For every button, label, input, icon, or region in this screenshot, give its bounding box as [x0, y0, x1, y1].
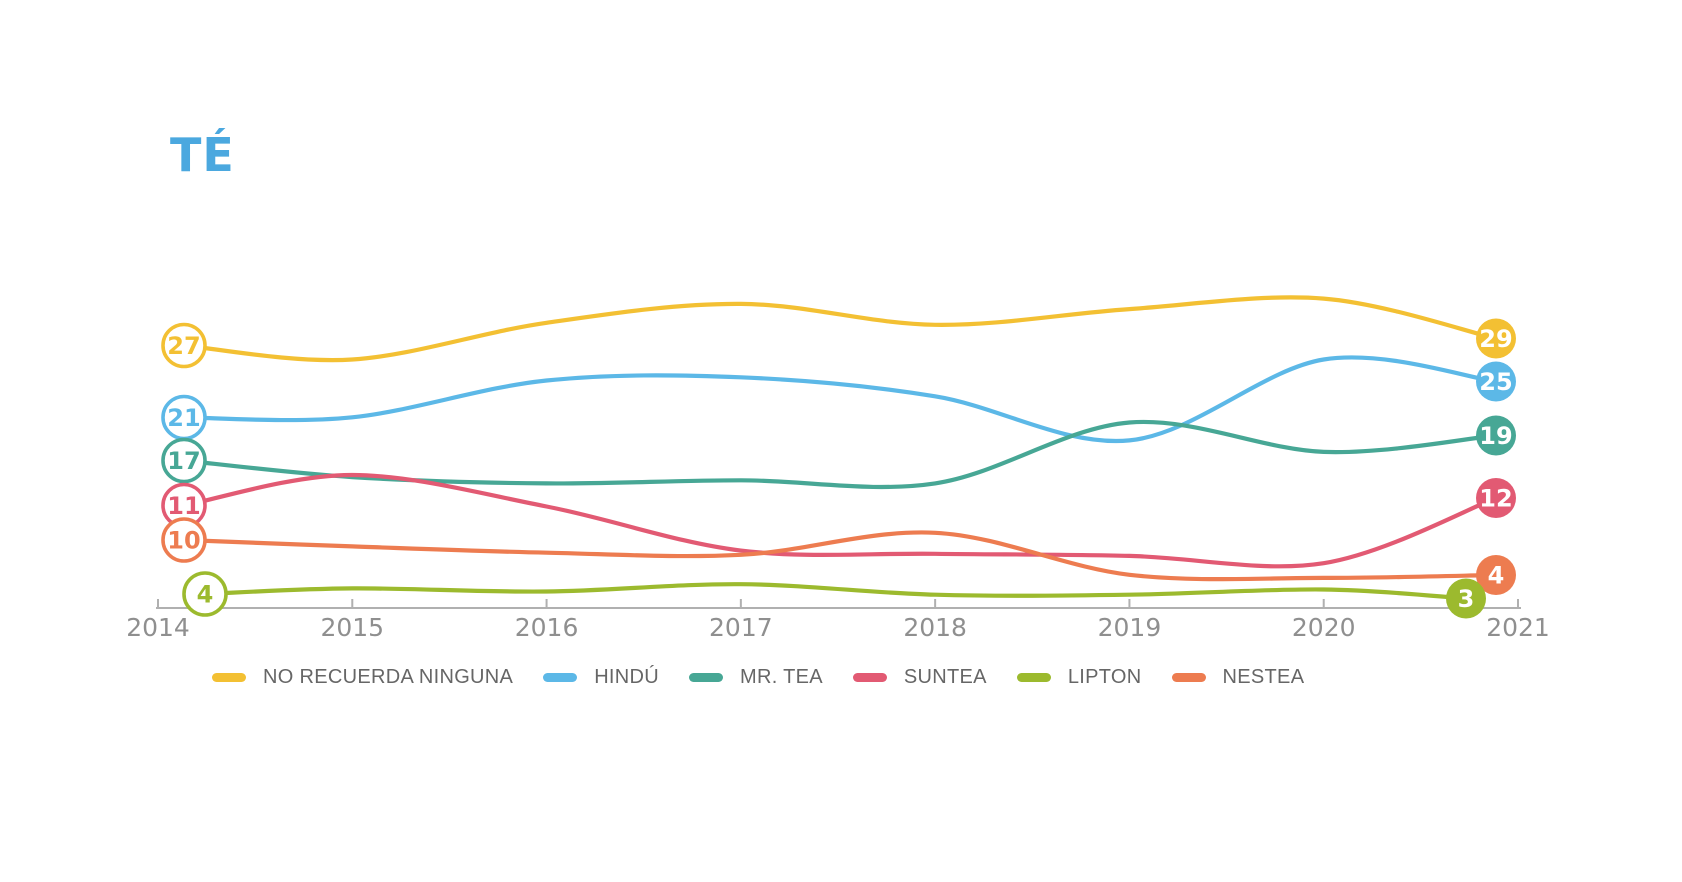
end-value-hindu: 25 — [1479, 368, 1512, 396]
line-suntea — [181, 472, 1499, 569]
legend-label-mr-tea: MR. TEA — [740, 666, 823, 688]
legend-swatch-lipton — [1016, 673, 1051, 682]
legend-item-nestea: NESTEA — [1171, 666, 1305, 689]
start-value-mr-tea: 17 — [167, 447, 200, 475]
start-value-badge-no-recuerda-ninguna — [161, 322, 207, 369]
line-nestea — [181, 530, 1499, 582]
end-value-badge-no-recuerda-ninguna — [1476, 318, 1516, 359]
end-value-badge-mr-tea — [1476, 415, 1516, 456]
legend-item-lipton: LIPTON — [1016, 666, 1142, 689]
x-axis-label-2020: 2020 — [1292, 613, 1356, 642]
legend-label-suntea: SUNTEA — [903, 666, 987, 688]
legend-item-suntea: SUNTEA — [852, 666, 987, 689]
legend-item-hindu: HINDÚ — [543, 666, 659, 689]
end-value-badge-nestea — [1476, 555, 1516, 595]
line-mr-tea — [181, 419, 1499, 490]
legend-swatch-mr-tea — [689, 673, 724, 682]
end-value-mr-tea: 19 — [1479, 422, 1512, 450]
legend-item-no-recuerda-ninguna: NO RECUERDA NINGUNA — [212, 666, 513, 689]
legend-swatch-hindu — [543, 673, 578, 682]
chart-title: TÉ — [170, 128, 235, 182]
legend-label-lipton: LIPTON — [1067, 666, 1142, 688]
start-value-badge-mr-tea — [161, 437, 207, 484]
legend-swatch-no-recuerda-ninguna — [212, 673, 246, 682]
x-axis-label-2021: 2021 — [1486, 613, 1550, 642]
x-axis-label-2015: 2015 — [320, 613, 384, 642]
legend-label-nestea: NESTEA — [1222, 666, 1305, 688]
start-value-hindu: 21 — [167, 404, 200, 432]
x-axis-label-2014: 2014 — [126, 613, 190, 642]
x-axis-label-2019: 2019 — [1098, 613, 1162, 642]
legend-label-hindu: HINDÚ — [594, 666, 660, 688]
legend-swatch-nestea — [1171, 673, 1206, 682]
legend-label-no-recuerda-ninguna: NO RECUERDA NINGUNA — [263, 666, 514, 688]
legend-swatch-suntea — [852, 673, 887, 682]
line-lipton — [202, 582, 1469, 601]
x-axis-label-2016: 2016 — [515, 613, 579, 642]
chart-legend: NO RECUERDA NINGUNA HINDÚ MR. TEA SUNTEA LIP… — [212, 666, 1304, 689]
start-value-no-recuerda-ninguna: 27 — [167, 332, 200, 360]
legend-item-mr-tea: MR. TEA — [689, 666, 823, 689]
start-value-lipton: 4 — [197, 581, 214, 609]
line-hindu — [181, 355, 1499, 444]
start-value-nestea: 10 — [167, 527, 200, 555]
end-value-suntea: 12 — [1479, 485, 1512, 513]
start-value-badge-nestea — [161, 517, 207, 563]
x-axis-label-2017: 2017 — [709, 613, 773, 642]
start-value-badge-lipton — [182, 571, 228, 617]
end-value-badge-lipton — [1446, 578, 1486, 619]
line-no-recuerda-ninguna — [181, 295, 1499, 363]
x-axis-label-2018: 2018 — [903, 613, 967, 642]
end-value-badge-hindu — [1476, 361, 1516, 402]
start-value-suntea: 11 — [167, 492, 200, 520]
end-value-badge-suntea — [1476, 478, 1516, 518]
end-value-nestea: 4 — [1488, 562, 1505, 590]
end-value-no-recuerda-ninguna: 29 — [1479, 325, 1512, 353]
end-value-lipton: 3 — [1458, 585, 1475, 613]
